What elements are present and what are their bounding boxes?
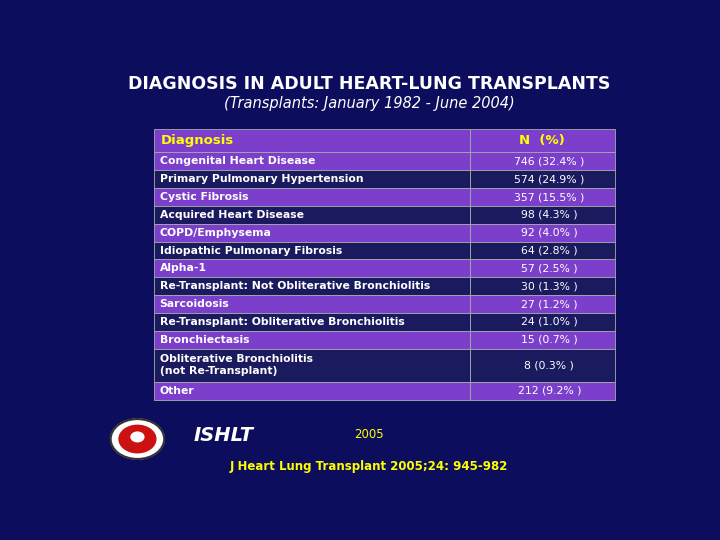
Circle shape — [111, 419, 164, 459]
Bar — [469, 206, 615, 224]
Bar — [154, 382, 469, 400]
Text: Re-Transplant: Obliterative Bronchiolitis: Re-Transplant: Obliterative Bronchioliti… — [160, 317, 405, 327]
Text: Diagnosis: Diagnosis — [161, 134, 234, 147]
Text: 92 (4.0% ): 92 (4.0% ) — [521, 228, 577, 238]
Bar — [469, 152, 615, 170]
Text: 357 (15.5% ): 357 (15.5% ) — [514, 192, 585, 202]
Text: DIAGNOSIS IN ADULT HEART-LUNG TRANSPLANTS: DIAGNOSIS IN ADULT HEART-LUNG TRANSPLANT… — [128, 75, 610, 93]
Bar — [469, 188, 615, 206]
Bar — [469, 129, 615, 152]
Text: N  (%): N (%) — [519, 134, 565, 147]
Text: 574 (24.9% ): 574 (24.9% ) — [514, 174, 585, 184]
Bar — [154, 129, 469, 152]
Circle shape — [131, 432, 144, 442]
Text: 24 (1.0% ): 24 (1.0% ) — [521, 317, 577, 327]
Text: Acquired Heart Disease: Acquired Heart Disease — [160, 210, 304, 220]
Text: 27 (1.2% ): 27 (1.2% ) — [521, 299, 577, 309]
Text: 57 (2.5% ): 57 (2.5% ) — [521, 264, 577, 273]
Text: Re-Transplant: Not Obliterative Bronchiolitis: Re-Transplant: Not Obliterative Bronchio… — [160, 281, 430, 291]
Bar — [154, 170, 469, 188]
Text: 746 (32.4% ): 746 (32.4% ) — [514, 157, 585, 166]
Text: ISHLT: ISHLT — [193, 426, 253, 445]
Bar — [469, 260, 615, 278]
Text: COPD/Emphysema: COPD/Emphysema — [160, 228, 271, 238]
Text: J Heart Lung Transplant 2005;24: 945-982: J Heart Lung Transplant 2005;24: 945-982 — [230, 460, 508, 472]
Text: 98 (4.3% ): 98 (4.3% ) — [521, 210, 577, 220]
Text: (Transplants: January 1982 - June 2004): (Transplants: January 1982 - June 2004) — [224, 96, 514, 111]
Bar — [154, 188, 469, 206]
Bar — [469, 349, 615, 382]
Circle shape — [119, 426, 156, 453]
Text: Primary Pulmonary Hypertension: Primary Pulmonary Hypertension — [160, 174, 364, 184]
Bar — [469, 382, 615, 400]
Bar — [469, 295, 615, 313]
Text: 2005: 2005 — [354, 428, 384, 441]
Bar — [154, 152, 469, 170]
Bar — [154, 206, 469, 224]
Bar — [154, 313, 469, 331]
Bar — [469, 170, 615, 188]
Bar — [154, 260, 469, 278]
Bar — [154, 278, 469, 295]
Text: 30 (1.3% ): 30 (1.3% ) — [521, 281, 577, 291]
Text: Alpha-1: Alpha-1 — [160, 264, 207, 273]
Bar — [154, 241, 469, 260]
Bar — [154, 224, 469, 241]
Bar — [154, 331, 469, 349]
Text: Idiopathic Pulmonary Fibrosis: Idiopathic Pulmonary Fibrosis — [160, 246, 342, 255]
Text: 8 (0.3% ): 8 (0.3% ) — [524, 360, 575, 370]
Text: 64 (2.8% ): 64 (2.8% ) — [521, 246, 577, 255]
Text: Cystic Fibrosis: Cystic Fibrosis — [160, 192, 248, 202]
Text: Sarcoidosis: Sarcoidosis — [160, 299, 230, 309]
Bar — [469, 313, 615, 331]
Text: Bronchiectasis: Bronchiectasis — [160, 335, 249, 345]
Text: 212 (9.2% ): 212 (9.2% ) — [518, 386, 581, 396]
Text: Congenital Heart Disease: Congenital Heart Disease — [160, 157, 315, 166]
Bar — [469, 241, 615, 260]
Bar — [469, 331, 615, 349]
Bar — [154, 295, 469, 313]
Text: Other: Other — [160, 386, 194, 396]
Bar — [469, 224, 615, 241]
Bar — [154, 349, 469, 382]
Text: 15 (0.7% ): 15 (0.7% ) — [521, 335, 577, 345]
Bar — [469, 278, 615, 295]
Text: Obliterative Bronchiolitis
(not Re-Transplant): Obliterative Bronchiolitis (not Re-Trans… — [160, 354, 312, 376]
